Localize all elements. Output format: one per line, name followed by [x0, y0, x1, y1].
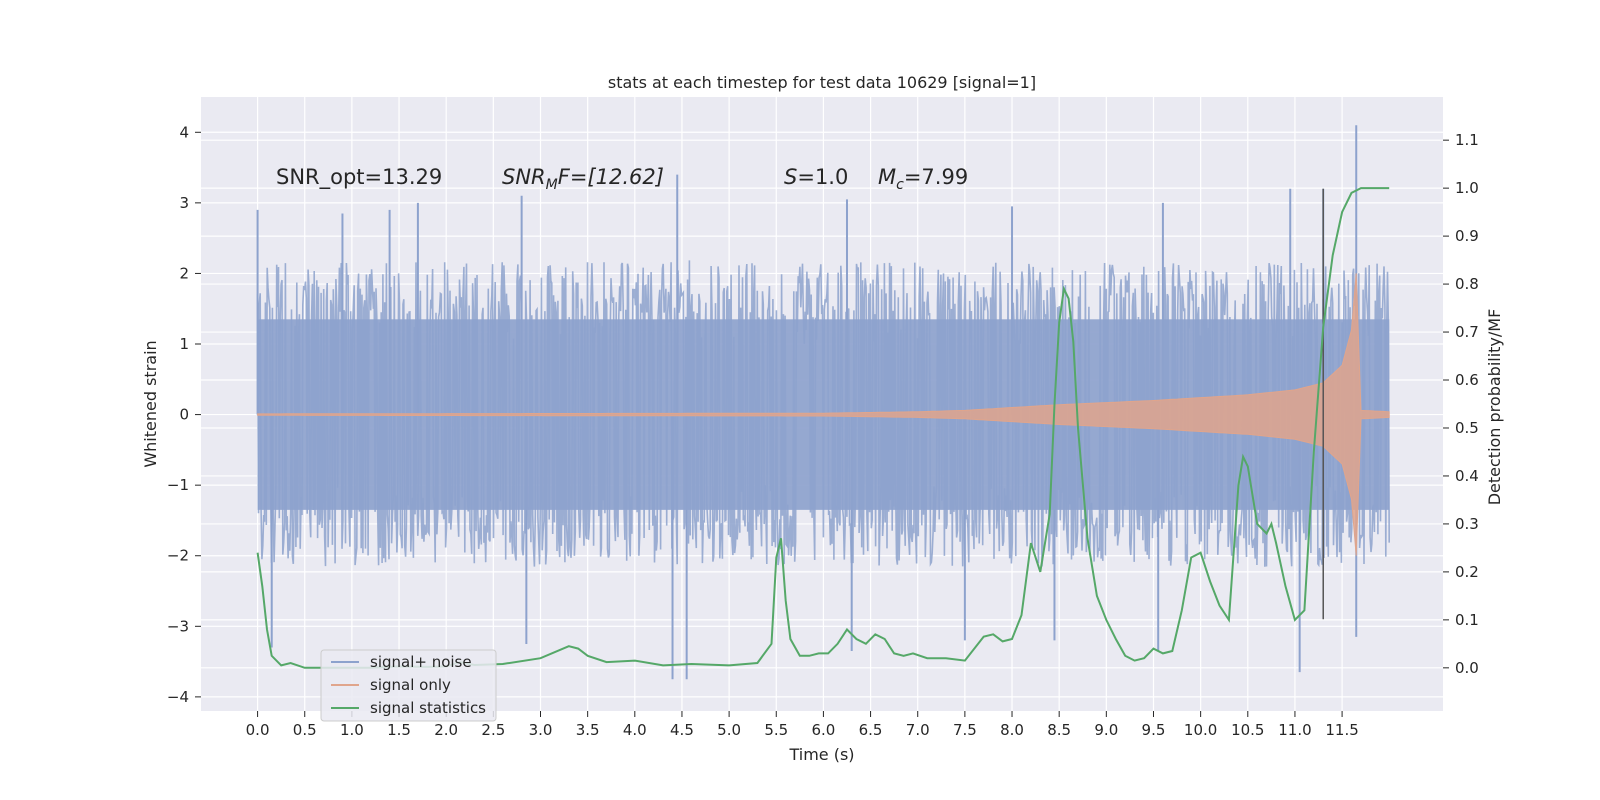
y-right-tick-label-7: 0.7: [1455, 323, 1479, 341]
annotation-mc-rest: =7.99: [904, 165, 968, 189]
plot-area: [256, 125, 1390, 680]
y-axis-right: 0.0 0.1 0.2 0.3 0.4 0.5 0.6 0.7 0.8 0.9 1.0 1.1: [1443, 131, 1479, 677]
x-tick-label-16: 8.0: [1000, 721, 1024, 739]
annotation-snr-mf-sub: M: [546, 177, 558, 193]
y-axis-label-right: Detection probability/MF: [1485, 309, 1504, 506]
x-tick-label-12: 6.0: [811, 721, 835, 739]
annotation-snr-mf-name: SNR: [502, 165, 546, 189]
x-tick-label-21: 10.5: [1231, 721, 1264, 739]
y-left-tick-label-6: 2: [179, 264, 189, 282]
y-right-tick-label-6: 0.6: [1455, 371, 1479, 389]
x-tick-label-6: 3.0: [529, 721, 553, 739]
annotation-s: S=1.0: [784, 165, 848, 189]
annotation-s-rest: =1.0: [797, 165, 848, 189]
x-tick-label-3: 1.5: [387, 721, 411, 739]
x-tick-label-18: 9.0: [1094, 721, 1118, 739]
x-tick-label-1: 0.5: [293, 721, 317, 739]
x-tick-label-10: 5.0: [717, 721, 741, 739]
annotation-mc-name: M: [878, 165, 896, 189]
x-tick-label-17: 8.5: [1047, 721, 1071, 739]
legend-box: [320, 649, 497, 722]
y-right-tick-label-5: 0.5: [1455, 419, 1479, 437]
x-axis: 0.0 0.5 1.0 1.5 2.0 2.5 3.0 3.5 4.0 4.5 5.0 5.5 6.0 6…: [246, 711, 1359, 739]
y-right-tick-label-1: 0.1: [1455, 611, 1479, 629]
y-right-tick-label-3: 0.3: [1455, 515, 1479, 533]
annotation-snr-opt: SNR_opt=13.29: [276, 165, 442, 190]
x-tick-label-7: 3.5: [576, 721, 600, 739]
series-signal-only-area: [257, 273, 1390, 556]
y-right-tick-label-10: 1.0: [1455, 179, 1479, 197]
annotation-mc-sub: c: [896, 177, 904, 193]
annotation-snr-mf: SNRMF=[12.62]: [502, 165, 664, 193]
x-tick-label-20: 10.0: [1184, 721, 1217, 739]
y-right-tick-label-8: 0.8: [1455, 275, 1479, 293]
x-tick-label-13: 6.5: [859, 721, 883, 739]
x-tick-label-19: 9.5: [1142, 721, 1166, 739]
x-tick-label-15: 7.5: [953, 721, 977, 739]
x-tick-label-23: 11.5: [1325, 721, 1358, 739]
chart-title: stats at each timestep for test data 106…: [608, 73, 1036, 92]
annotation-mc: Mc=7.99: [878, 165, 968, 193]
y-left-tick-label-3: −1: [167, 476, 189, 494]
y-axis-left: −4 −3 −2 −1 0 1 2 3 4: [167, 123, 201, 706]
y-left-tick-label-0: −4: [167, 688, 189, 706]
y-right-tick-label-2: 0.2: [1455, 563, 1479, 581]
x-tick-label-4: 2.0: [434, 721, 458, 739]
annotation-s-name: S: [784, 165, 797, 189]
y-left-tick-label-4: 0: [179, 406, 189, 424]
y-left-tick-label-8: 4: [179, 123, 189, 141]
y-left-tick-label-5: 1: [179, 335, 189, 353]
legend-label-signal-noise: signal+ noise: [370, 653, 472, 671]
x-tick-label-2: 1.0: [340, 721, 364, 739]
y-left-tick-label-7: 3: [179, 194, 189, 212]
y-axis-label-left: Whitened strain: [141, 340, 160, 467]
y-right-tick-label-11: 1.1: [1455, 131, 1479, 149]
legend-label-signal-only: signal only: [370, 676, 451, 694]
x-axis-label: Time (s): [788, 745, 854, 764]
x-tick-label-8: 4.0: [623, 721, 647, 739]
y-left-tick-label-1: −3: [167, 617, 189, 635]
legend-label-signal-statistics: signal statistics: [370, 699, 486, 717]
y-right-tick-label-9: 0.9: [1455, 227, 1479, 245]
y-left-tick-label-2: −2: [167, 547, 189, 565]
y-right-tick-label-4: 0.4: [1455, 467, 1479, 485]
x-tick-label-5: 2.5: [481, 721, 505, 739]
y-right-tick-label-0: 0.0: [1455, 659, 1479, 677]
series-signal-statistics-line: [256, 187, 1390, 669]
x-tick-label-22: 11.0: [1278, 721, 1311, 739]
x-tick-label-9: 4.5: [670, 721, 694, 739]
x-tick-label-14: 7.0: [906, 721, 930, 739]
x-tick-label-11: 5.5: [764, 721, 788, 739]
x-tick-label-0: 0.0: [246, 721, 270, 739]
legend: signal+ noise signal only signal statist…: [320, 649, 497, 722]
annotation-snr-mf-rest: F=[12.62]: [558, 165, 664, 189]
